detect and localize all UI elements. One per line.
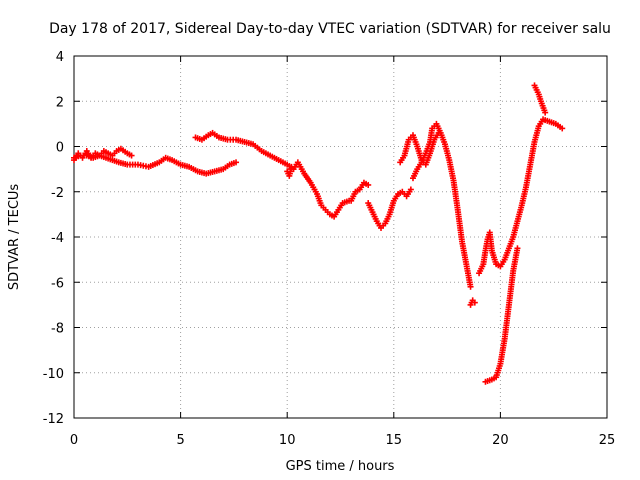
data-point bbox=[559, 125, 566, 132]
y-tick-label: -10 bbox=[43, 367, 64, 382]
data-point bbox=[467, 283, 474, 290]
x-axis-label: GPS time / hours bbox=[286, 459, 395, 474]
y-tick-label: 4 bbox=[56, 50, 64, 65]
y-tick-label: -8 bbox=[51, 322, 64, 337]
data-point bbox=[128, 152, 135, 159]
data-point bbox=[407, 186, 414, 193]
y-tick-label: 0 bbox=[56, 141, 64, 156]
y-tick-label: 2 bbox=[56, 95, 64, 110]
data-points bbox=[71, 82, 566, 385]
data-point bbox=[233, 159, 240, 166]
x-tick-label: 25 bbox=[599, 433, 616, 448]
x-tick-label: 5 bbox=[176, 433, 184, 448]
plot-frame bbox=[73, 55, 608, 419]
y-tick-label: -12 bbox=[43, 412, 64, 427]
data-point bbox=[471, 299, 478, 306]
x-tick-label: 15 bbox=[386, 433, 403, 448]
y-tick-label: -6 bbox=[51, 276, 64, 291]
chart-title: Day 178 of 2017, Sidereal Day-to-day VTE… bbox=[49, 21, 611, 37]
x-tick-label: 20 bbox=[492, 433, 509, 448]
y-axis-ticks: -12 -10 -8 -6 -4 -2 0 2 4 bbox=[43, 50, 607, 427]
grid-lines bbox=[74, 56, 607, 418]
data-point bbox=[514, 245, 521, 252]
x-tick-label: 10 bbox=[279, 433, 296, 448]
data-point bbox=[365, 181, 372, 188]
y-tick-label: -4 bbox=[51, 231, 64, 246]
y-axis-label: SDTVAR / TECUs bbox=[7, 184, 22, 291]
data-point bbox=[542, 109, 549, 116]
x-axis-ticks: 0 5 10 15 20 25 bbox=[70, 56, 615, 448]
x-tick-label: 0 bbox=[70, 433, 78, 448]
y-tick-label: -2 bbox=[51, 186, 64, 201]
data-point bbox=[288, 163, 295, 170]
